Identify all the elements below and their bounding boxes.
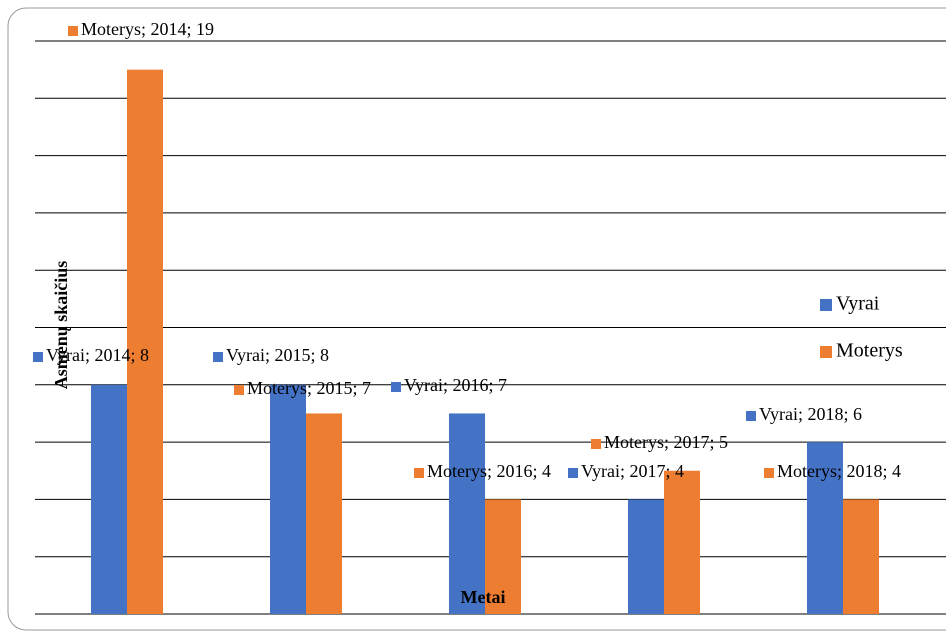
data-label-key <box>568 468 578 478</box>
data-label: Vyrai; 2016; 7 <box>404 375 507 395</box>
legend-label: Vyrai <box>836 293 880 315</box>
legend-key <box>820 299 832 311</box>
data-label: Vyrai; 2015; 8 <box>226 345 329 365</box>
data-label-key <box>33 352 43 362</box>
bar <box>843 499 879 614</box>
data-label-key <box>234 385 244 395</box>
bar <box>485 499 521 614</box>
bar <box>127 69 163 614</box>
data-label-key <box>591 439 601 449</box>
data-label: Moterys; 2016; 4 <box>427 461 551 481</box>
bar <box>270 384 306 614</box>
data-label-key <box>746 411 756 421</box>
bar <box>91 384 127 614</box>
data-label: Vyrai; 2014; 8 <box>46 345 149 365</box>
bar <box>807 442 843 614</box>
data-label: Moterys; 2015; 7 <box>247 378 371 398</box>
data-label: Vyrai; 2018; 6 <box>759 404 862 424</box>
data-label: Moterys; 2017; 5 <box>604 432 728 452</box>
data-label-key <box>213 352 223 362</box>
data-label: Moterys; 2014; 19 <box>81 19 214 39</box>
data-label-key <box>764 468 774 478</box>
chart-border <box>7 7 946 631</box>
bar <box>664 470 700 614</box>
data-label: Vyrai; 2017; 4 <box>581 461 684 481</box>
data-label-key <box>391 382 401 392</box>
data-label-key <box>414 468 424 478</box>
legend-key <box>820 346 832 358</box>
data-label-key <box>68 26 78 36</box>
data-label: Moterys; 2018; 4 <box>777 461 901 481</box>
bar <box>628 499 664 614</box>
bar <box>449 413 485 614</box>
legend-label: Moterys <box>836 340 903 362</box>
y-axis-title: Asmenų skaičius <box>51 261 71 390</box>
x-axis-title: Metai <box>461 587 506 607</box>
bar <box>306 413 342 614</box>
